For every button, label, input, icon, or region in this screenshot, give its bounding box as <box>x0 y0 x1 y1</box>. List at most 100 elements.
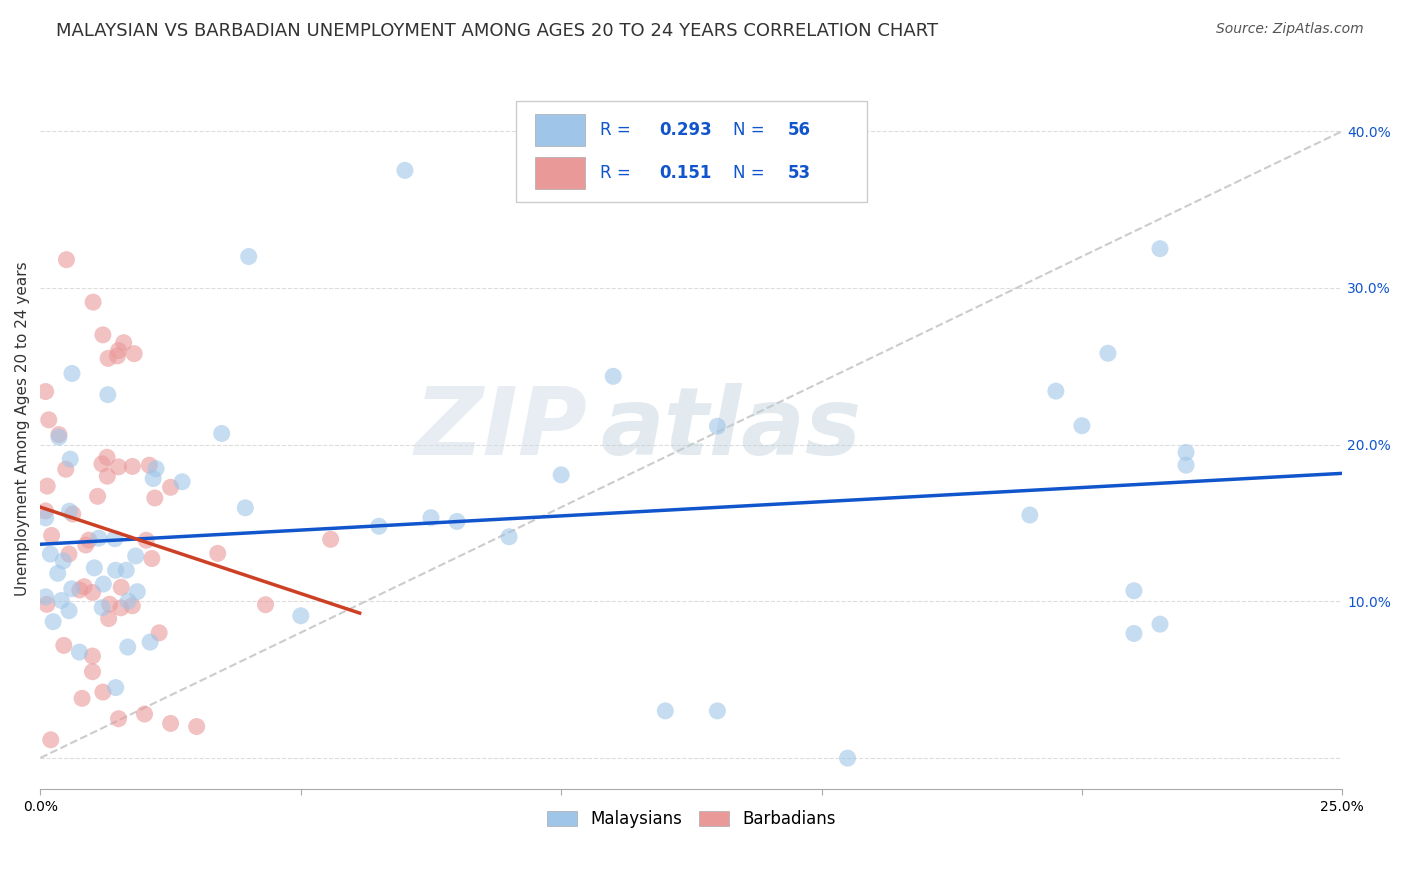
Point <box>127 584 149 599</box>
Point <box>91 685 114 699</box>
Point <box>52 639 75 653</box>
Point <box>82 648 104 663</box>
Point <box>46 566 69 581</box>
Point <box>82 585 104 599</box>
Point <box>87 531 110 545</box>
Point <box>97 351 120 366</box>
Point <box>38 413 60 427</box>
Point <box>143 491 166 505</box>
Point <box>58 504 80 518</box>
Point <box>91 457 114 471</box>
Point <box>1045 384 1067 398</box>
Point <box>91 327 114 342</box>
Text: 56: 56 <box>787 120 811 139</box>
Point <box>96 469 118 483</box>
Point <box>706 419 728 434</box>
Point <box>121 459 143 474</box>
Point <box>39 732 62 747</box>
Point <box>75 538 97 552</box>
Point <box>34 384 56 399</box>
Text: N =: N = <box>733 120 770 139</box>
Point <box>159 716 181 731</box>
Point <box>107 349 129 363</box>
Point <box>107 712 129 726</box>
Text: 0.293: 0.293 <box>659 120 711 139</box>
Point <box>97 612 120 626</box>
Point <box>104 681 127 695</box>
Point <box>62 507 84 521</box>
Point <box>48 430 70 444</box>
Y-axis label: Unemployment Among Ages 20 to 24 years: Unemployment Among Ages 20 to 24 years <box>15 261 30 596</box>
Point <box>112 335 135 350</box>
Point <box>117 594 139 608</box>
FancyBboxPatch shape <box>516 101 868 202</box>
Point <box>98 597 121 611</box>
FancyBboxPatch shape <box>536 157 585 189</box>
Point <box>37 479 59 493</box>
Point <box>233 500 256 515</box>
Point <box>121 599 143 613</box>
Point <box>134 706 156 721</box>
Point <box>96 450 118 465</box>
Point <box>139 635 162 649</box>
Point <box>60 367 83 381</box>
Point <box>142 471 165 485</box>
Point <box>117 640 139 654</box>
Text: 53: 53 <box>787 164 811 182</box>
Point <box>1175 458 1198 473</box>
Text: Source: ZipAtlas.com: Source: ZipAtlas.com <box>1216 22 1364 37</box>
Point <box>141 551 163 566</box>
Text: R =: R = <box>600 164 641 182</box>
Point <box>59 452 82 467</box>
Point <box>58 604 80 618</box>
FancyBboxPatch shape <box>536 113 585 146</box>
Point <box>1175 445 1198 459</box>
Point <box>58 547 80 561</box>
Point <box>367 519 389 533</box>
Point <box>1097 346 1119 360</box>
Point <box>1123 626 1146 640</box>
Point <box>69 582 91 597</box>
Text: N =: N = <box>733 164 770 182</box>
Point <box>52 554 75 568</box>
Point <box>207 546 229 560</box>
Point <box>97 387 120 401</box>
Text: atlas: atlas <box>600 383 862 475</box>
Text: MALAYSIAN VS BARBADIAN UNEMPLOYMENT AMONG AGES 20 TO 24 YEARS CORRELATION CHART: MALAYSIAN VS BARBADIAN UNEMPLOYMENT AMON… <box>56 22 938 40</box>
Point <box>394 163 416 178</box>
Point <box>1149 242 1171 256</box>
Point <box>42 615 65 629</box>
Point <box>211 426 233 441</box>
Point <box>145 461 167 475</box>
Point <box>35 598 58 612</box>
Point <box>602 369 624 384</box>
Point <box>34 511 56 525</box>
Point <box>420 510 443 524</box>
Point <box>290 608 312 623</box>
Point <box>82 665 104 679</box>
Point <box>93 577 115 591</box>
Point <box>86 489 108 503</box>
Text: 0.151: 0.151 <box>659 164 711 182</box>
Point <box>1123 583 1146 598</box>
Point <box>319 533 342 547</box>
Point <box>159 480 181 494</box>
Legend: Malaysians, Barbadians: Malaysians, Barbadians <box>540 804 842 835</box>
Point <box>73 580 96 594</box>
Point <box>706 704 728 718</box>
Point <box>107 459 129 474</box>
Point <box>104 532 127 546</box>
Point <box>77 533 100 548</box>
Point <box>115 563 138 577</box>
Point <box>148 625 170 640</box>
Point <box>122 346 145 360</box>
Point <box>1018 508 1040 522</box>
Point <box>55 462 77 476</box>
Point <box>34 590 56 604</box>
Point <box>550 467 572 482</box>
Point <box>55 252 77 267</box>
Text: R =: R = <box>600 120 636 139</box>
Point <box>39 547 62 561</box>
Point <box>238 250 260 264</box>
Point <box>91 600 114 615</box>
